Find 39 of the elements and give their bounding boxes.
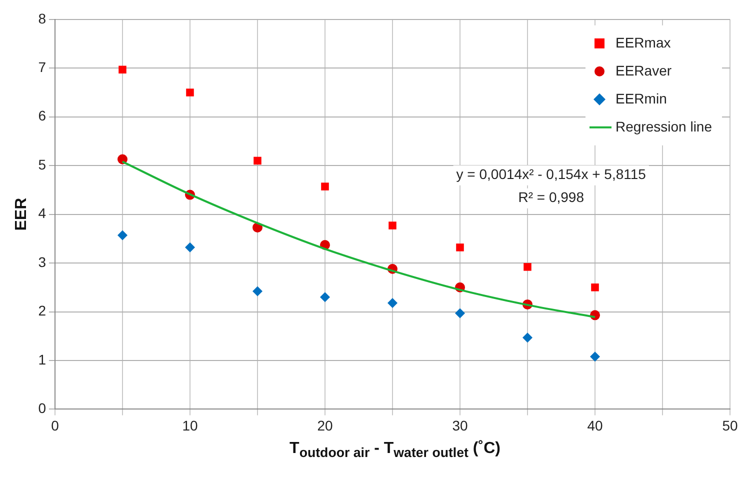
point [454,308,465,318]
point [524,263,532,271]
point [117,230,128,240]
y-tick-label: 7 [38,58,46,75]
point [387,298,398,308]
x-tick-label: 10 [182,417,198,434]
annotation: R² = 0,998 [518,189,584,206]
y-axis-title: EER [13,197,30,231]
point [118,66,126,74]
point [321,182,329,190]
legend-label: EERaver [616,62,672,78]
y-tick-label: 0 [38,400,46,416]
point [591,284,599,292]
point [254,156,262,165]
x-tick-label: 0 [51,417,60,434]
y-tick-label: 3 [38,254,46,270]
y-tick-label: 5 [38,156,46,172]
point [388,222,396,230]
legend-label: EERmin [616,90,667,106]
x-axis-title: T$_{outdoor air}$ - T$_{water outlet}$ (˚C) [288,440,502,460]
legend-label: Regression line [616,118,712,134]
y-tick-label: 4 [38,205,46,222]
annotation: y = 0,0014x² - 0,154x + 5,8115 [456,166,646,182]
x-tick-label: 20 [317,417,333,434]
x-tick-label: 30 [452,417,468,434]
point [590,352,600,362]
x-tick-label: 50 [722,417,738,434]
x-tick-label: 40 [587,417,603,434]
y-tick-label: 8 [38,10,46,26]
point [186,88,194,96]
point [522,332,532,343]
point [320,292,330,302]
y-tick-label: 6 [38,108,46,124]
y-tick-label: 2 [38,302,46,319]
legend-label: EERmax [616,34,671,50]
y-tick-label: 1 [38,351,46,368]
point [456,244,464,252]
point [184,242,195,252]
point [252,286,262,296]
